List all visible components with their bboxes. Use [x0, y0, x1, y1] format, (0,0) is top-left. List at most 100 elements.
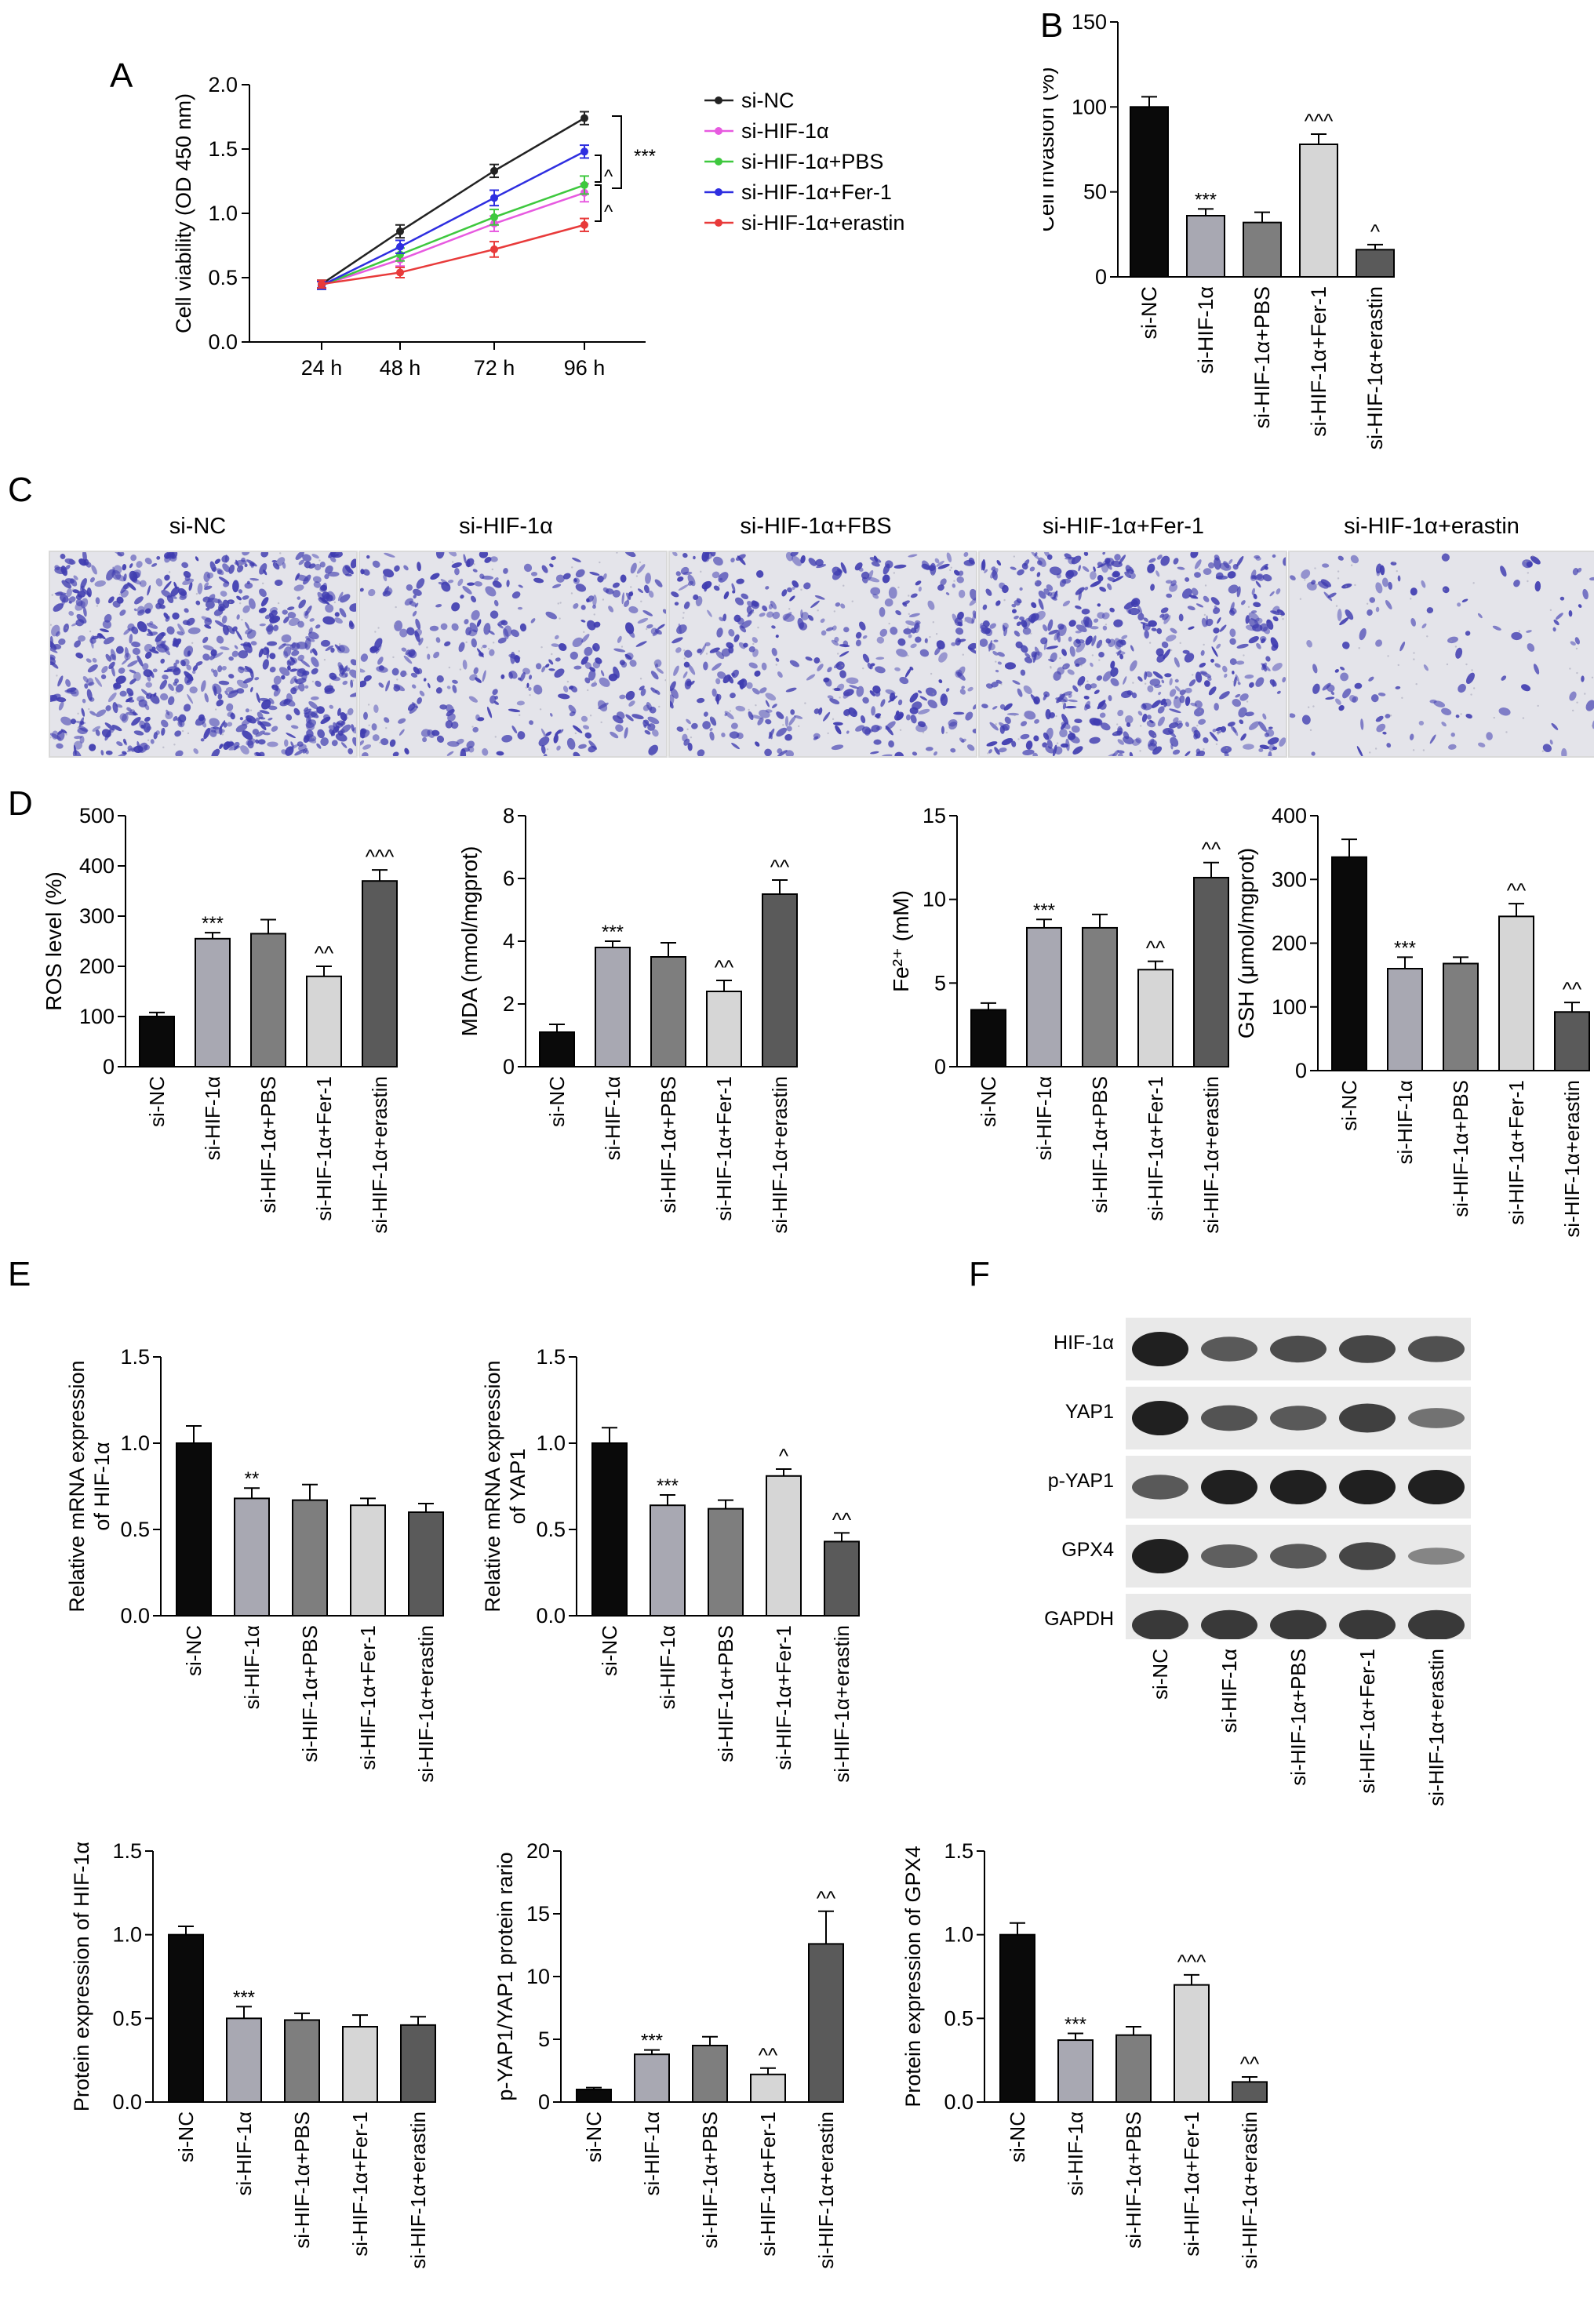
stained-cell — [231, 650, 238, 657]
stained-cell — [608, 606, 614, 613]
stained-cell — [403, 565, 409, 571]
stained-cell — [161, 719, 169, 728]
stained-cell — [65, 565, 71, 570]
stained-cell — [406, 627, 415, 636]
stained-cell — [174, 678, 179, 684]
stained-cell — [146, 623, 158, 629]
stained-cell — [701, 580, 712, 590]
stained-cell — [1188, 679, 1196, 687]
stained-cell — [1011, 740, 1017, 747]
stained-cell — [999, 704, 1006, 710]
stained-cell — [625, 714, 634, 722]
significance-mark: *** — [657, 1475, 679, 1497]
stained-cell — [322, 616, 335, 625]
stained-cell — [510, 652, 516, 664]
stained-cell — [654, 663, 659, 669]
stained-cell — [992, 706, 998, 710]
stained-cell — [1399, 642, 1406, 652]
panel-letter-d: D — [8, 784, 33, 823]
stained-cell — [271, 560, 278, 563]
membrane-pore — [77, 712, 79, 715]
stained-cell — [100, 628, 109, 633]
x-tick-label: 24 h — [301, 356, 343, 380]
membrane-pore — [1000, 683, 1003, 686]
y-axis-label: MDA (nmol/mgprot) — [457, 846, 482, 1037]
stained-cell — [993, 639, 999, 642]
stained-cell — [450, 721, 459, 729]
stained-cell — [186, 617, 195, 626]
stained-cell — [398, 729, 405, 736]
stained-cell — [1199, 662, 1206, 668]
significance-mark: *** — [634, 146, 656, 167]
significance-mark: *** — [602, 922, 624, 943]
y-tick-label: 0.0 — [112, 2090, 142, 2114]
bar — [1443, 962, 1479, 1071]
membrane-pore — [832, 688, 835, 690]
stained-cell — [746, 682, 753, 689]
stained-cell — [1150, 584, 1155, 591]
stained-cell — [278, 643, 286, 649]
membrane-pore — [995, 723, 997, 726]
stained-cell — [218, 576, 230, 584]
stained-cell — [958, 589, 966, 598]
significance-mark: ^^ — [715, 955, 734, 979]
stained-cell — [1224, 673, 1228, 678]
x-tick-label: si-HIF-1α+erastin — [1560, 1080, 1584, 1238]
stained-cell — [965, 711, 974, 721]
x-tick-label: si-HIF-1α+PBS — [290, 2111, 314, 2249]
stained-cell — [1253, 593, 1257, 600]
stained-cell — [146, 631, 158, 637]
stained-cell — [362, 569, 370, 576]
significance-mark: *** — [1394, 937, 1416, 958]
significance-mark: *** — [641, 2031, 663, 2052]
stained-cell — [1188, 626, 1195, 630]
membrane-pore — [962, 671, 964, 674]
stained-cell — [178, 714, 187, 722]
stained-cell — [143, 669, 153, 678]
stained-cell — [653, 659, 662, 667]
stained-cell — [217, 665, 223, 673]
stained-cell — [95, 729, 100, 736]
stained-cell — [1137, 613, 1145, 621]
stained-cell — [242, 677, 253, 684]
membrane-pore — [1199, 710, 1202, 712]
stained-cell — [144, 558, 152, 565]
stained-cell — [400, 670, 407, 678]
stained-cell — [1155, 570, 1160, 577]
stained-cell — [807, 615, 814, 621]
stained-cell — [1137, 605, 1143, 614]
stained-cell — [584, 646, 593, 656]
y-tick-label: 100 — [1072, 95, 1107, 118]
stained-cell — [1369, 597, 1376, 603]
stained-cell — [401, 647, 407, 652]
stained-cell — [1001, 738, 1014, 746]
stained-cell — [721, 648, 731, 657]
stained-cell — [180, 590, 186, 596]
stained-cell — [670, 688, 679, 699]
stained-cell — [66, 587, 72, 598]
data-point — [396, 242, 404, 251]
y-tick-label: 1.0 — [536, 1431, 566, 1455]
stained-cell — [1239, 693, 1249, 701]
stained-cell — [1129, 573, 1136, 580]
stained-cell — [897, 699, 903, 706]
stained-cell — [748, 662, 758, 669]
x-tick-label: si-HIF-1α+erastin — [768, 1076, 792, 1234]
stained-cell — [1061, 649, 1067, 656]
membrane-pore — [650, 755, 653, 756]
stained-cell — [1056, 693, 1065, 704]
stained-cell — [1227, 571, 1236, 579]
stained-cell — [671, 591, 679, 598]
stained-cell — [792, 580, 799, 588]
x-tick-label: si-HIF-1α — [240, 1625, 264, 1709]
stained-cell — [232, 580, 239, 593]
x-tick-label: si-NC — [598, 1625, 621, 1676]
stained-cell — [551, 584, 562, 588]
x-tick-label: si-HIF-1α+erastin — [830, 1625, 853, 1783]
membrane-pore — [1105, 624, 1108, 626]
membrane-pore — [1064, 665, 1066, 668]
stained-cell — [335, 733, 348, 742]
stained-cell — [1132, 738, 1141, 746]
